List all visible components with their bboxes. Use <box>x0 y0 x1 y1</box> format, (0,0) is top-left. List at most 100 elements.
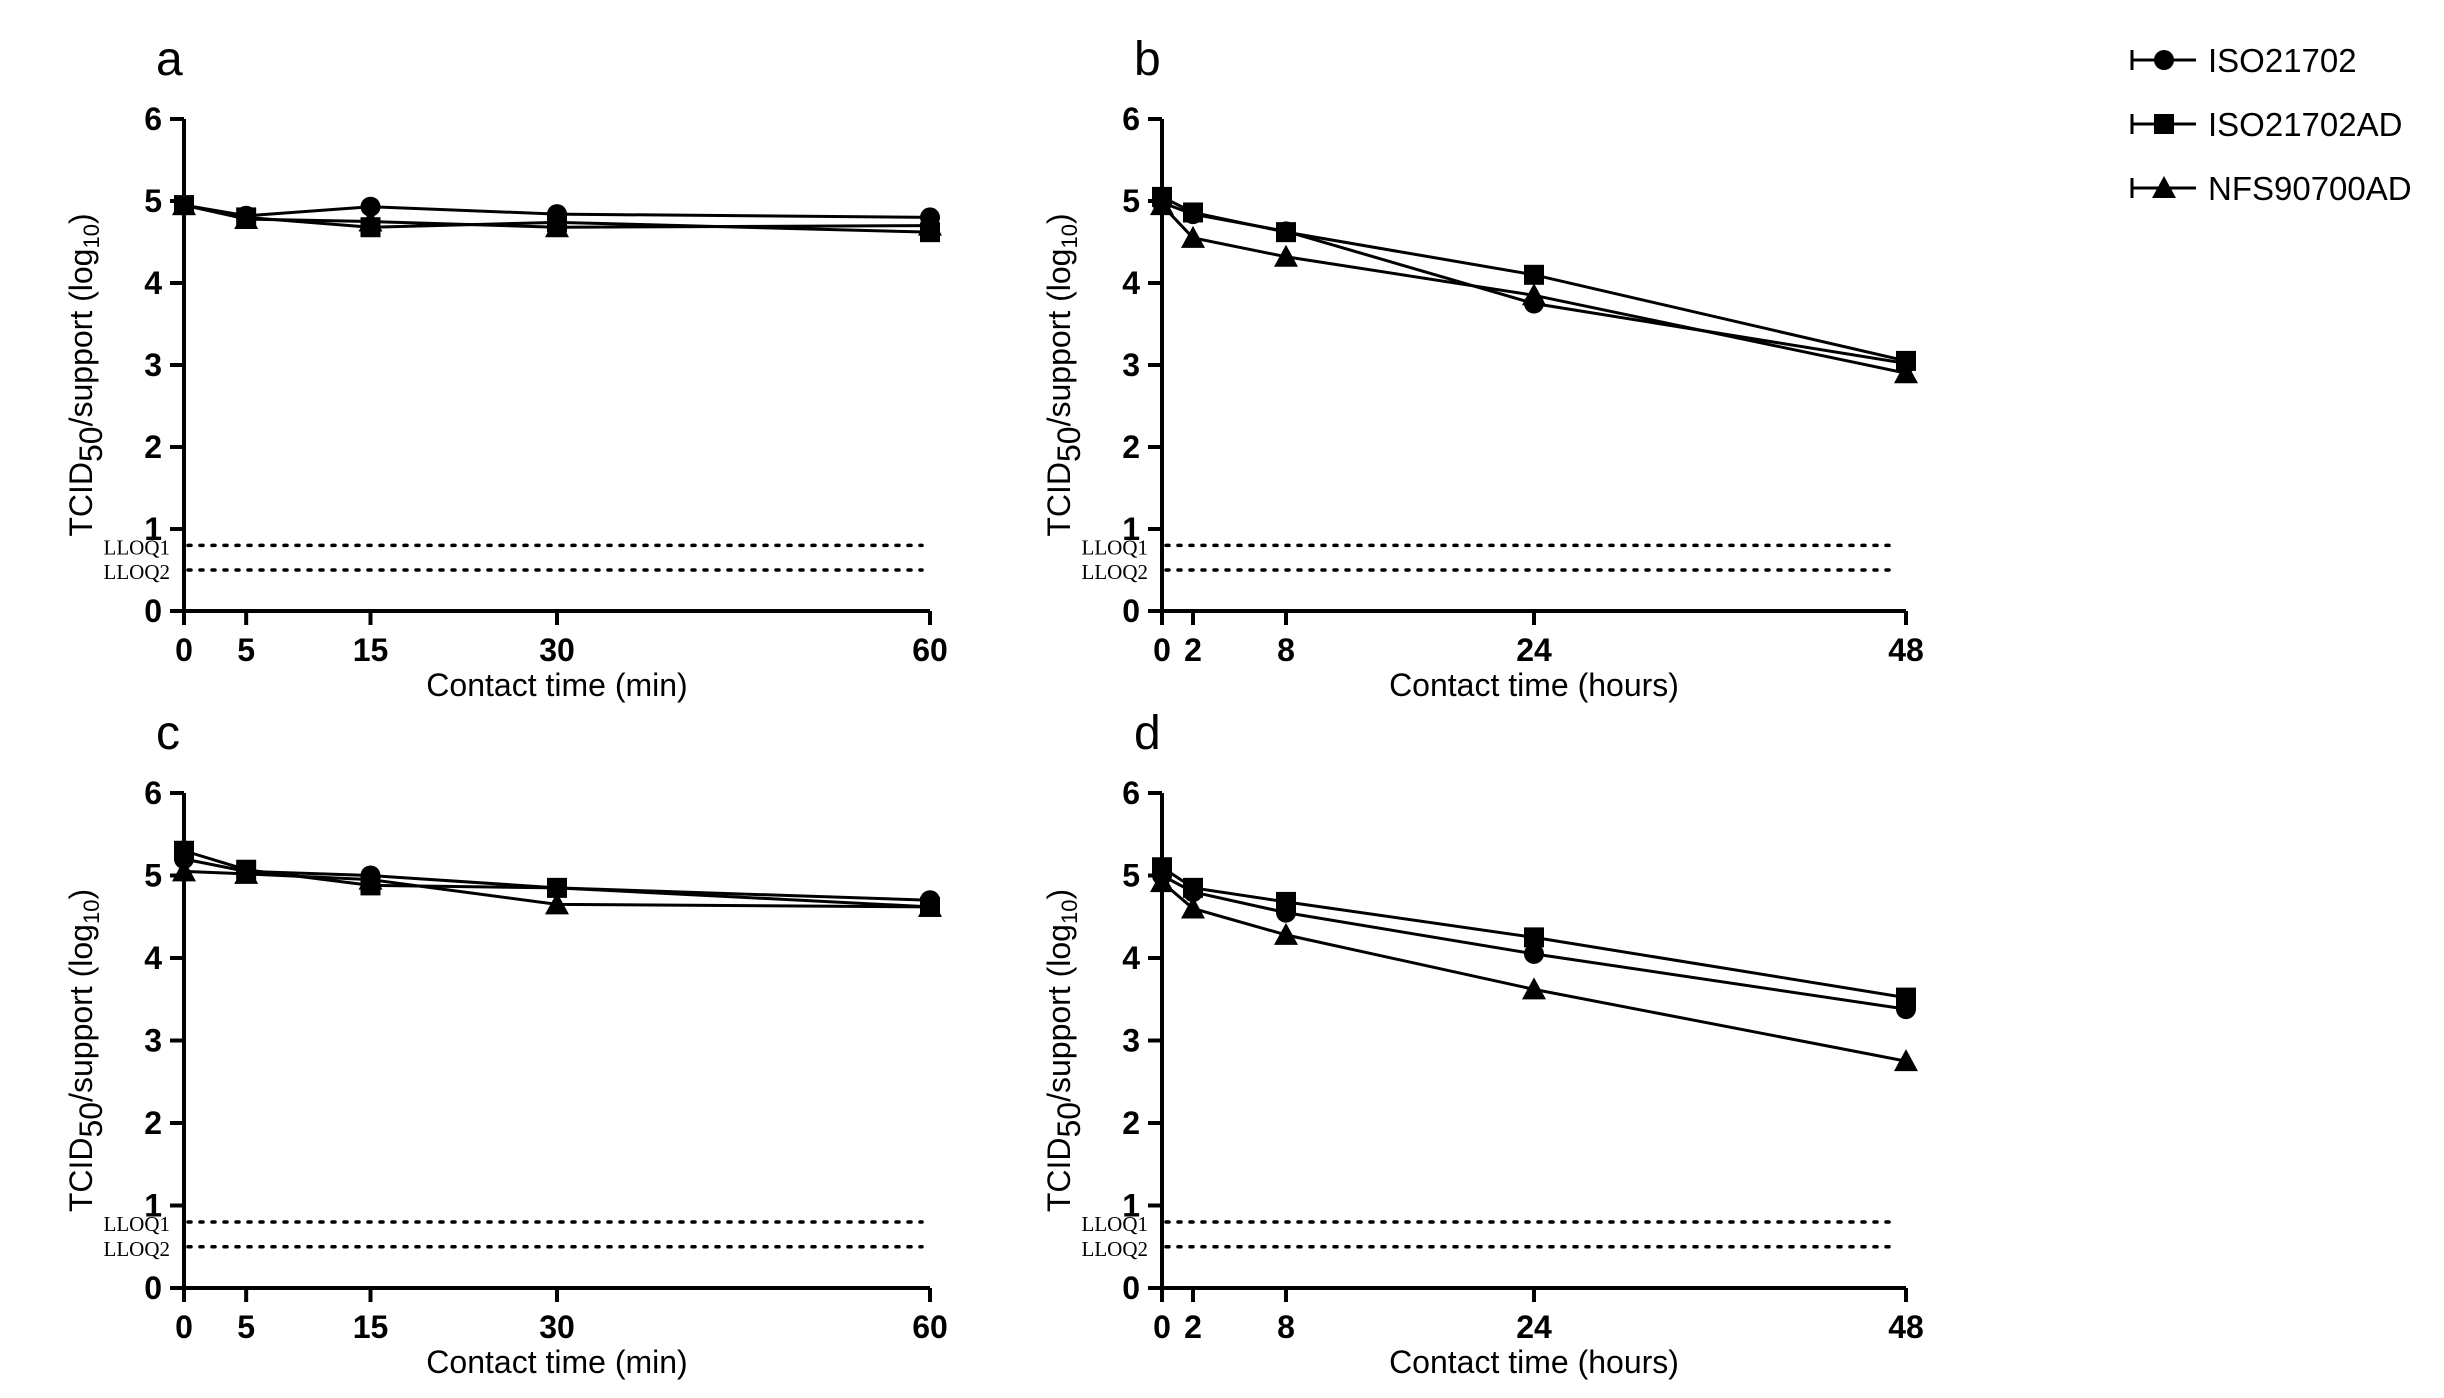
y-tick-label: 6 <box>1122 101 1140 137</box>
y-tick-label: 0 <box>144 1270 162 1306</box>
data-point-nfs90700ad <box>1522 283 1546 306</box>
data-point-nfs90700ad <box>1894 361 1918 384</box>
y-tick-label: 4 <box>1122 940 1140 976</box>
x-tick-label: 48 <box>1888 1309 1924 1345</box>
x-tick-label: 0 <box>1153 1309 1171 1345</box>
y-tick-label: 3 <box>1122 347 1140 383</box>
x-axis-label: Contact time (min) <box>426 1344 687 1380</box>
data-point-iso21702 <box>1524 943 1544 964</box>
data-point-iso21702ad <box>1524 927 1544 948</box>
x-tick-label: 0 <box>175 632 193 668</box>
data-point-nfs90700ad <box>1150 193 1174 216</box>
y-tick-label: 2 <box>1122 429 1140 465</box>
panel-letter: d <box>1134 707 1161 760</box>
x-axis-label: Contact time (hours) <box>1389 667 1679 703</box>
y-tick-label: 0 <box>144 593 162 629</box>
legend-label: ISO21702 <box>2208 42 2357 79</box>
data-point-iso21702ad <box>1183 877 1203 898</box>
lloq-label: LLOQ1 <box>1082 535 1149 559</box>
x-tick-label: 2 <box>1184 632 1202 668</box>
data-point-nfs90700ad <box>1181 225 1205 248</box>
x-axis-label: Contact time (hours) <box>1389 1344 1679 1380</box>
x-tick-label: 60 <box>912 1309 948 1345</box>
y-tick-label: 0 <box>1122 1270 1140 1306</box>
x-axis-label: Contact time (min) <box>426 667 687 703</box>
data-point-nfs90700ad <box>1181 896 1205 919</box>
x-tick-label: 60 <box>912 632 948 668</box>
y-tick-label: 5 <box>144 858 162 894</box>
lloq-label: LLOQ2 <box>104 1237 171 1261</box>
data-point-nfs90700ad <box>358 867 383 890</box>
y-axis-label: TCID50/support (log10) <box>63 213 109 536</box>
data-point-nfs90700ad <box>918 894 942 917</box>
x-tick-label: 5 <box>237 632 255 668</box>
data-point-iso21702ad <box>1276 222 1296 243</box>
triangle-marker-icon <box>2130 176 2196 198</box>
data-point-nfs90700ad <box>234 861 259 884</box>
y-tick-label: 3 <box>1122 1023 1140 1059</box>
square-marker-icon <box>2130 114 2196 134</box>
legend-label: NFS90700AD <box>2208 170 2412 207</box>
lloq-label: LLOQ2 <box>104 560 171 584</box>
y-tick-label: 5 <box>144 183 162 219</box>
x-tick-label: 0 <box>1153 632 1171 668</box>
x-tick-label: 5 <box>237 1309 255 1345</box>
y-tick-label: 4 <box>1122 265 1140 301</box>
data-point-nfs90700ad <box>1894 1049 1918 1072</box>
panel-letter: a <box>156 33 183 86</box>
data-point-nfs90700ad <box>1274 922 1298 945</box>
x-tick-label: 15 <box>353 1309 389 1345</box>
x-tick-label: 8 <box>1277 1309 1295 1345</box>
y-tick-label: 1 <box>1122 511 1140 547</box>
data-point-iso21702ad <box>1896 987 1916 1008</box>
data-point-iso21702ad <box>1276 891 1296 912</box>
data-point-nfs90700ad <box>1274 244 1298 267</box>
y-tick-label: 1 <box>144 1188 162 1224</box>
y-tick-label: 3 <box>144 1023 162 1059</box>
y-tick-label: 5 <box>1122 858 1140 894</box>
y-tick-label: 6 <box>1122 775 1140 811</box>
x-tick-label: 24 <box>1516 632 1552 668</box>
data-point-nfs90700ad <box>545 892 569 915</box>
x-tick-label: 15 <box>353 632 389 668</box>
x-tick-label: 30 <box>539 1309 575 1345</box>
data-point-iso21702 <box>360 196 381 217</box>
y-axis-label: TCID50/support (log10) <box>63 889 109 1212</box>
data-point-nfs90700ad <box>172 193 196 216</box>
data-point-iso21702ad <box>1152 857 1172 878</box>
y-axis-label: TCID50/support (log10) <box>1041 213 1087 536</box>
data-point-nfs90700ad <box>918 213 942 236</box>
data-point-iso21702ad <box>174 840 194 861</box>
y-tick-label: 6 <box>144 101 162 137</box>
y-tick-label: 2 <box>144 429 162 465</box>
x-tick-label: 0 <box>175 1309 193 1345</box>
y-tick-label: 2 <box>144 1105 162 1141</box>
legend-label: ISO21702AD <box>2208 106 2403 143</box>
y-tick-label: 2 <box>1122 1105 1140 1141</box>
y-tick-label: 4 <box>144 940 162 976</box>
data-point-iso21702ad <box>1896 350 1916 371</box>
data-point-nfs90700ad <box>1150 870 1174 893</box>
y-tick-label: 6 <box>144 775 162 811</box>
y-tick-label: 4 <box>144 265 162 301</box>
data-point-iso21702ad <box>1183 202 1203 223</box>
data-point-iso21702ad <box>547 877 567 898</box>
lloq-label: LLOQ1 <box>104 535 171 559</box>
panel-letter: b <box>1134 33 1161 86</box>
x-tick-label: 8 <box>1277 632 1295 668</box>
panel-letter: c <box>156 707 180 760</box>
data-point-nfs90700ad <box>545 215 569 238</box>
x-tick-label: 2 <box>1184 1309 1202 1345</box>
lloq-label: LLOQ1 <box>104 1212 171 1236</box>
y-tick-label: 0 <box>1122 593 1140 629</box>
lloq-label: LLOQ2 <box>1082 1237 1149 1261</box>
circle-marker-icon <box>2130 50 2196 70</box>
x-tick-label: 30 <box>539 632 575 668</box>
y-tick-label: 5 <box>1122 183 1140 219</box>
data-point-nfs90700ad <box>234 207 259 230</box>
data-point-iso21702ad <box>1524 264 1544 285</box>
